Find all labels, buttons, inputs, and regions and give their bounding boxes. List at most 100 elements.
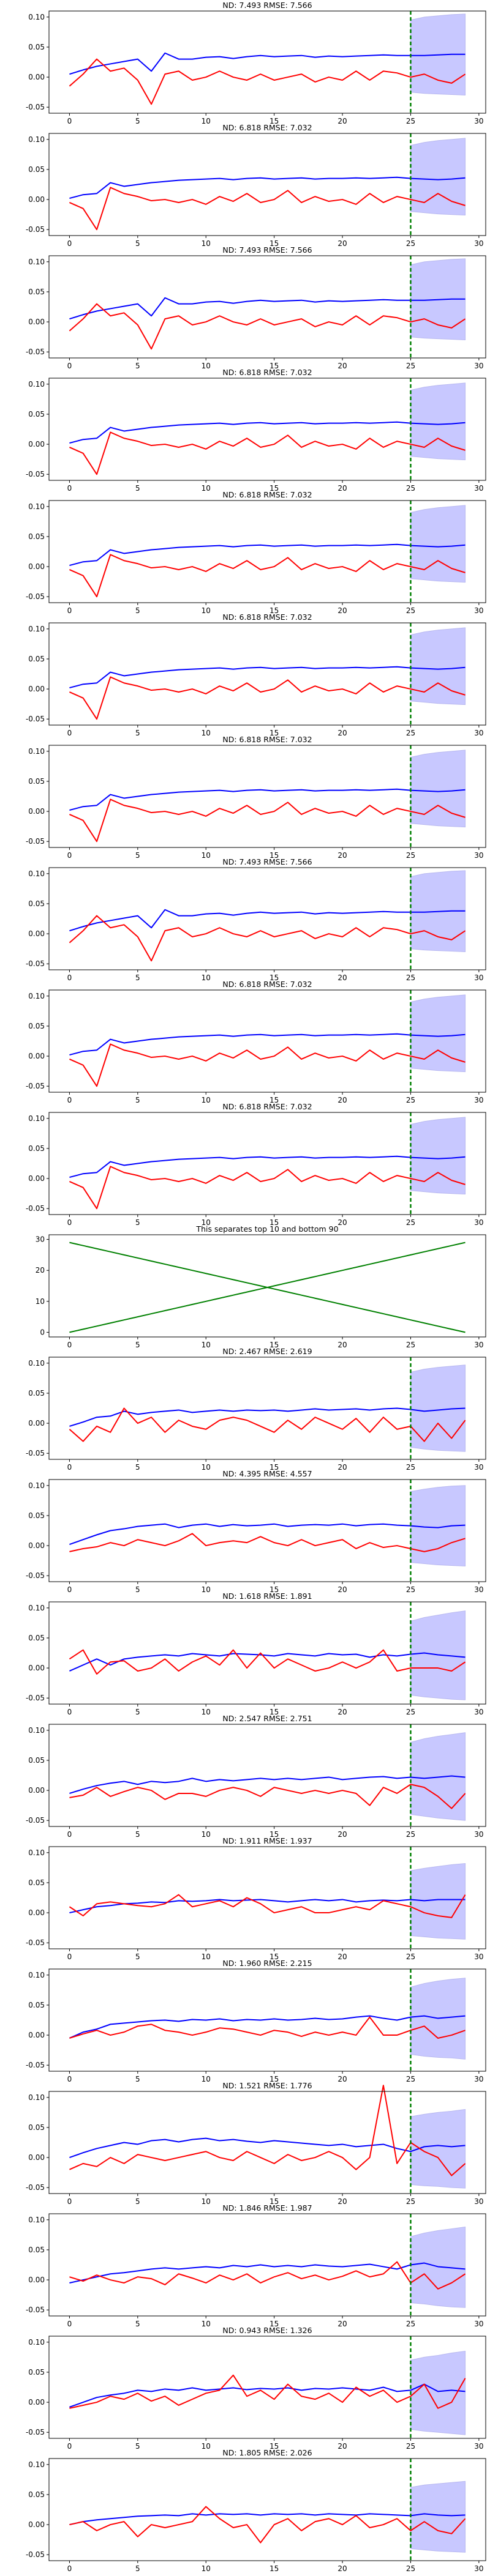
y-tick-label: 0.10: [28, 1359, 45, 1368]
x-tick-label: 10: [202, 2197, 211, 2206]
x-tick-label: 20: [337, 1830, 347, 1839]
x-tick-label: 5: [135, 606, 140, 615]
x-tick-label: 30: [474, 2564, 483, 2573]
confidence-band: [410, 1863, 466, 1940]
y-tick-label: 0.05: [28, 1878, 45, 1887]
x-tick-label: 20: [337, 2075, 347, 2083]
prediction-line: [69, 52, 466, 75]
y-tick-label: 0.00: [28, 807, 45, 816]
y-tick-label: -0.05: [26, 1082, 45, 1090]
x-tick-label: 10: [202, 2075, 211, 2083]
y-tick-label: 0.00: [28, 1052, 45, 1060]
y-tick-label: 0.05: [28, 288, 45, 296]
prediction-line: [69, 1407, 466, 1427]
axes-frame: [48, 1112, 486, 1215]
x-tick-label: 15: [270, 851, 279, 860]
x-tick-label: 0: [67, 1830, 72, 1839]
prediction-line: [69, 909, 466, 932]
y-tick-label: 0.10: [28, 625, 45, 633]
x-tick-label: 5: [135, 1952, 140, 1961]
y-tick-label: 0.05: [28, 2001, 45, 2009]
x-tick-label: 5: [135, 973, 140, 982]
actual-line: [69, 2506, 466, 2544]
y-tick-label: 0.00: [28, 1174, 45, 1183]
actual-line: [69, 554, 466, 598]
y-tick-label: 0.05: [28, 1144, 45, 1153]
x-tick-label: 5: [135, 2442, 140, 2451]
x-tick-label: 15: [270, 2075, 279, 2083]
prediction-line: [69, 2137, 466, 2159]
prediction-line: [69, 1775, 466, 1794]
axes-frame: [48, 1846, 486, 1949]
y-tick-label: 0.00: [28, 1908, 45, 1917]
x-tick-label: 20: [337, 1096, 347, 1104]
y-tick-label: -0.05: [26, 2183, 45, 2192]
x-tick-label: 0: [67, 1708, 72, 1716]
x-tick-label: 15: [270, 239, 279, 248]
chart-title: ND: 1.805 RMSE: 2.026: [222, 2448, 312, 2457]
y-tick-label: 0.00: [28, 2520, 45, 2529]
x-tick-label: 25: [406, 362, 415, 370]
y-tick-label: 0.05: [28, 1756, 45, 1765]
x-tick-label: 25: [406, 1952, 415, 1961]
confidence-band: [410, 994, 466, 1073]
y-tick-label: 0.00: [28, 73, 45, 81]
chart-panel: ND: 6.818 RMSE: 7.032 -0.05 0.00 0.05 0.10 0 5…: [26, 1102, 486, 1227]
x-tick-label: 30: [474, 239, 483, 248]
x-tick-label: 25: [406, 1463, 415, 1472]
x-tick-label: 10: [202, 117, 211, 125]
y-tick-label: 0.10: [28, 1481, 45, 1490]
prediction-line: [69, 543, 466, 567]
y-tick-label: 0.05: [28, 1634, 45, 1642]
x-tick-label: 5: [135, 1218, 140, 1227]
x-tick-label: 10: [202, 973, 211, 982]
y-tick-label: 0.05: [28, 410, 45, 419]
x-tick-label: 20: [337, 1341, 347, 1349]
x-tick-label: 15: [270, 2320, 279, 2328]
x-tick-label: 20: [337, 851, 347, 860]
chart-title: ND: 1.960 RMSE: 2.215: [222, 1959, 312, 1968]
actual-line: [69, 1894, 466, 1918]
x-tick-label: 5: [135, 729, 140, 737]
chart-panel: ND: 7.493 RMSE: 7.566 -0.05 0.00 0.05 0.10 0 5…: [26, 857, 486, 982]
y-tick-label: 0.10: [28, 2338, 45, 2347]
chart-title: ND: 0.943 RMSE: 1.326: [222, 2326, 312, 2335]
y-tick-label: 0.10: [28, 135, 45, 144]
chart-title: ND: 6.818 RMSE: 7.032: [222, 980, 312, 989]
chart-title: ND: 1.911 RMSE: 1.937: [222, 1836, 312, 1845]
x-tick-label: 25: [406, 1341, 415, 1349]
y-tick-label: 0.10: [28, 747, 45, 756]
x-tick-label: 30: [474, 1341, 483, 1349]
chart-title: This separates top 10 and bottom 90: [195, 1224, 338, 1234]
y-tick-label: 0.00: [28, 440, 45, 449]
chart-title: ND: 6.818 RMSE: 7.032: [222, 612, 312, 622]
chart-panel: ND: 2.547 RMSE: 2.751 -0.05 0.00 0.05 0.10 0 5…: [26, 1714, 486, 1839]
y-tick-label: -0.05: [26, 837, 45, 846]
x-tick-label: 0: [67, 1585, 72, 1594]
x-tick-label: 25: [406, 2442, 415, 2451]
prediction-line: [69, 421, 466, 444]
confidence-band: [410, 2350, 466, 2435]
x-tick-label: 0: [67, 2564, 72, 2573]
axes-frame: [48, 378, 486, 481]
x-tick-label: 25: [406, 1708, 415, 1716]
axes-frame: [48, 1724, 486, 1827]
x-tick-label: 15: [270, 484, 279, 493]
axes-frame: [48, 1968, 486, 2072]
y-tick-label: 0.10: [28, 2093, 45, 2102]
x-tick-label: 0: [67, 1096, 72, 1104]
chart-title: ND: 7.493 RMSE: 7.566: [222, 857, 312, 866]
x-tick-label: 20: [337, 2564, 347, 2573]
y-tick-label: -0.05: [26, 959, 45, 968]
x-tick-label: 30: [474, 484, 483, 493]
x-tick-label: 30: [474, 2442, 483, 2451]
x-tick-label: 10: [202, 1463, 211, 1472]
x-tick-label: 30: [474, 1830, 483, 1839]
axes-frame: [48, 2213, 486, 2317]
separator-line: [69, 1241, 466, 1333]
y-tick-label: -0.05: [26, 225, 45, 234]
y-tick-label: 0.00: [28, 2031, 45, 2039]
actual-line: [69, 1784, 466, 1809]
x-tick-label: 30: [474, 729, 483, 737]
x-tick-label: 15: [270, 1708, 279, 1716]
